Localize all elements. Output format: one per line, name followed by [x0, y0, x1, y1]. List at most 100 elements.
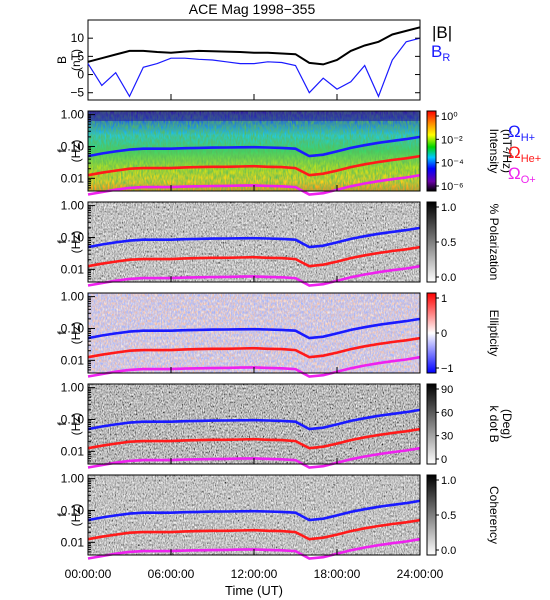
kdotb-panel	[88, 384, 420, 464]
gyro-legend-item: ΩO+	[508, 164, 536, 186]
kdotb-colorbar	[426, 383, 437, 465]
gyro-legend-sub: H+	[521, 132, 535, 144]
colorbar-tick-label: 0.5	[441, 510, 456, 522]
time-tick-label: 06:00:00	[148, 567, 195, 581]
freq-axis-label-f: f	[55, 513, 69, 517]
ellipticity-colorbar-label: Ellipticity	[487, 310, 501, 357]
time-tick-label: 18:00:00	[314, 567, 361, 581]
freq-tick-label: 0.01	[61, 262, 85, 276]
colorbar-tick-label: 10⁻²	[441, 134, 463, 146]
gyro-legend-symbol: Ω	[508, 143, 521, 162]
colorbar-tick-label: 0	[441, 328, 447, 340]
gyrofrequency-line-h	[87, 499, 421, 522]
freq-tick-label: 0.01	[61, 444, 85, 458]
b-ytick-label: 5	[77, 49, 84, 63]
series-line-b-radial	[87, 37, 421, 98]
colorbar-tick-label: 0.0	[441, 545, 456, 557]
colorbar-tick-label: −1	[441, 363, 454, 375]
gyrofrequency-line-he	[87, 336, 421, 359]
freq-tick-label: 1.00	[61, 290, 85, 304]
kdotb-overlay: 1.00 0.10 0.01 f (Hz) 90 60 30 0 k dot B (Deg)	[55, 381, 514, 469]
b-ylabel-bottom: (nT)	[69, 49, 83, 71]
intensity-texture	[88, 111, 420, 191]
freq-tick-label: 1.00	[61, 108, 85, 122]
freq-axis-label-f: f	[55, 422, 69, 426]
intensity-overlay: 1.00 0.10 0.01 f (Hz) 10⁰ 10⁻² 10⁻⁴ 10⁻⁶ Intensit…	[55, 108, 514, 196]
colorbar-tick-label: 60	[441, 407, 453, 419]
polarization-colorbar	[426, 201, 437, 283]
legend-b-radial-sub: R	[442, 52, 450, 64]
freq-axis-label-unit: (Hz)	[69, 322, 83, 345]
series-line-b-magnitude	[87, 26, 421, 66]
gyrofrequency-line-h	[87, 135, 421, 158]
freq-tick-label: 0.10	[61, 321, 85, 335]
ellipticity-blue-speckle	[88, 293, 420, 373]
intensity-colorbar	[426, 110, 437, 192]
intensity-colorbar-label: Intensity	[487, 129, 501, 174]
polarization-panel	[88, 202, 420, 282]
gyro-legend-symbol: Ω	[508, 164, 521, 183]
intensity-low-band	[88, 111, 420, 121]
colorbar-tick-label: 10⁰	[441, 111, 458, 123]
colorbar-tick-label: 1.0	[441, 475, 456, 487]
freq-tick-label: 0.01	[61, 353, 85, 367]
coherency-colorbar	[426, 474, 437, 556]
gyro-legend-symbol: Ω	[508, 122, 521, 141]
coherency-overlay: 1.00 0.10 0.01 f (Hz) 1.0 0.5 0.0 Coherency	[55, 472, 501, 560]
gyrofrequency-line-he	[87, 245, 421, 268]
colorbar-tick-label: 1.0	[441, 202, 456, 214]
gyro-legend-item: ΩHe+	[508, 143, 541, 165]
time-tick-label: 00:00:00	[65, 567, 112, 581]
polarization-overlay: 1.00 0.10 0.01 f (Hz) 1.0 0.5 0.0 % Polarization	[55, 199, 501, 287]
gyro-legend-item: ΩH+	[508, 122, 535, 144]
gyrofrequency-line-h	[87, 408, 421, 431]
coherency-colorbar-label: Coherency	[487, 486, 501, 544]
ellipticity-overlay: 1.00 0.10 0.01 f (Hz) 1 0 −1 Ellipticity	[55, 290, 501, 378]
freq-axis-label-f: f	[55, 331, 69, 335]
time-axis: 00:00:00 06:00:00 12:00:00 18:00:00 24:00:00	[65, 94, 444, 581]
colorbar-tick-label: 30	[441, 431, 453, 443]
polarization-plot-area	[88, 202, 420, 282]
freq-tick-label: 0.10	[61, 503, 85, 517]
colorbar-tick-label: 0.0	[441, 272, 456, 284]
intensity-colorbar-unit: (nT²/Hz)	[500, 129, 514, 173]
b-ytick-label: 0	[77, 68, 84, 82]
coherency-panel	[88, 475, 420, 555]
colorbar-tick-label: 90	[441, 384, 453, 396]
ellipticity-panel	[88, 293, 420, 373]
gyrofrequency-line-he	[87, 518, 421, 541]
kdotb-plot-area	[88, 384, 420, 464]
freq-axis-label-unit: (Hz)	[69, 504, 83, 527]
freq-tick-label: 0.10	[61, 139, 85, 153]
kdotb-colorbar-unit: (Deg)	[500, 409, 514, 439]
gyrofrequency-line-he	[87, 154, 421, 177]
b-field-plot-frame	[87, 19, 421, 101]
freq-axis-label-unit: (Hz)	[69, 231, 83, 254]
legend-b-radial-main: B	[431, 42, 442, 61]
time-tick-label: 24:00:00	[397, 567, 444, 581]
b-ylabel-top: B	[55, 56, 69, 64]
intensity-panel	[88, 111, 420, 191]
freq-tick-label: 0.01	[61, 535, 85, 549]
time-tick-label: 12:00:00	[231, 567, 278, 581]
freq-axis-label-f: f	[55, 240, 69, 244]
gyrofrequency-line-h	[87, 226, 421, 249]
gyrofrequency-legend: ΩH+ΩHe+ΩO+	[508, 122, 541, 186]
kdotb-colorbar-label: k dot B	[487, 405, 501, 442]
colorbar-tick-label: 10⁻⁶	[441, 181, 464, 193]
freq-axis-label-unit: (Hz)	[69, 140, 83, 163]
colorbar-tick-label: 0.5	[441, 237, 456, 249]
freq-tick-label: 0.01	[61, 171, 85, 185]
ellipticity-colorbar	[426, 292, 437, 374]
gyrofrequency-line-he	[87, 427, 421, 450]
freq-axis-label-unit: (Hz)	[69, 413, 83, 436]
freq-tick-label: 0.10	[61, 412, 85, 426]
gyro-legend-sub: He+	[521, 153, 542, 165]
colorbar-tick-label: 10⁻⁴	[441, 158, 464, 170]
gyrofrequency-line-h	[87, 317, 421, 340]
freq-tick-label: 1.00	[61, 472, 85, 486]
polarization-colorbar-label: % Polarization	[487, 204, 501, 281]
freq-tick-label: 0.10	[61, 230, 85, 244]
